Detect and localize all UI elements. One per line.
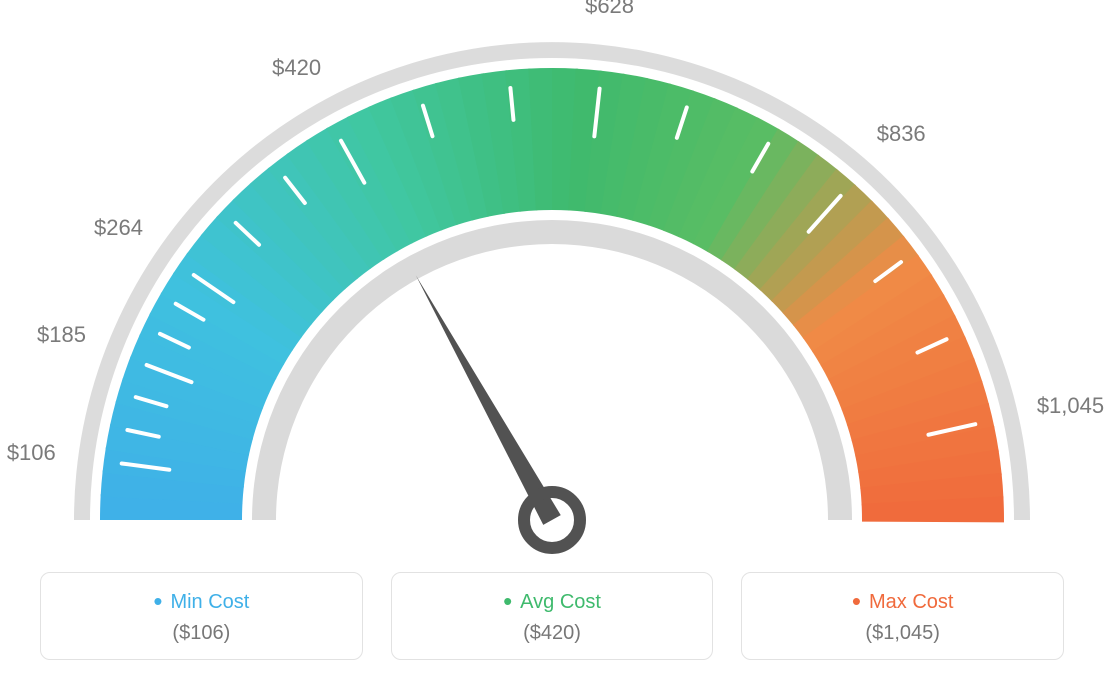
legend-title-max: Max Cost <box>752 591 1053 614</box>
gauge-tick-label: $628 <box>585 0 634 19</box>
gauge-tick-label: $1,045 <box>1037 393 1104 419</box>
cost-gauge-chart: $106 $185 $264 $420 $628 $836 $1,045 Min Cost … <box>0 0 1104 690</box>
legend-title-avg: Avg Cost <box>402 591 703 614</box>
legend-value-min: ($106) <box>51 622 352 645</box>
legend-row: Min Cost ($106) Avg Cost ($420) Max Cost… <box>0 572 1104 660</box>
gauge-tick-label: $106 <box>7 440 56 466</box>
legend-card-max: Max Cost ($1,045) <box>741 572 1064 660</box>
gauge-area: $106 $185 $264 $420 $628 $836 $1,045 <box>0 0 1104 560</box>
gauge-tick-label: $420 <box>272 55 321 81</box>
gauge-tick-label: $836 <box>877 121 926 147</box>
gauge-tick-label: $264 <box>94 215 143 241</box>
legend-value-max: ($1,045) <box>752 622 1053 645</box>
legend-card-avg: Avg Cost ($420) <box>391 572 714 660</box>
legend-title-min: Min Cost <box>51 591 352 614</box>
legend-value-avg: ($420) <box>402 622 703 645</box>
legend-card-min: Min Cost ($106) <box>40 572 363 660</box>
gauge-svg <box>0 0 1104 560</box>
gauge-tick-label: $185 <box>37 322 86 348</box>
